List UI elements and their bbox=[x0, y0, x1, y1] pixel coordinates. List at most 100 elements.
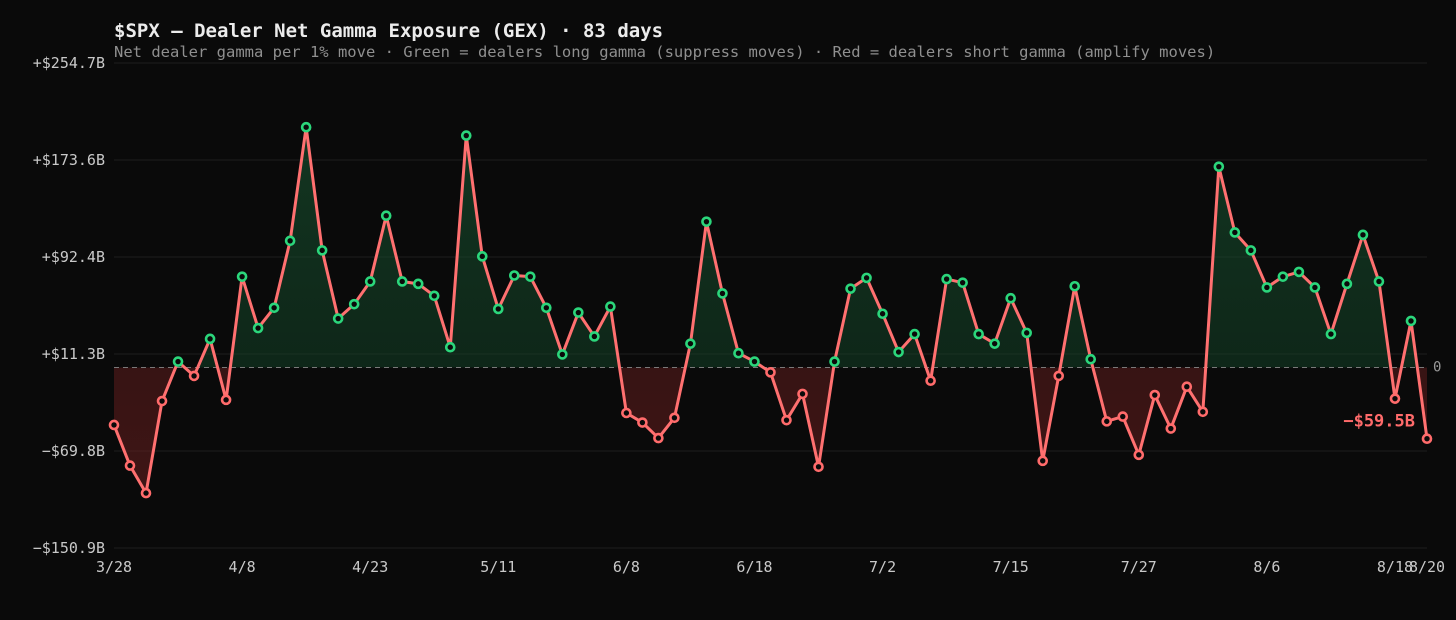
data-point bbox=[893, 346, 904, 358]
data-point bbox=[1389, 393, 1401, 404]
data-point bbox=[1181, 381, 1193, 392]
data-point bbox=[1085, 353, 1097, 365]
data-point bbox=[1149, 389, 1161, 401]
data-point bbox=[829, 356, 840, 367]
data-point bbox=[1165, 423, 1177, 434]
x-tick-label: 4/8 bbox=[229, 558, 256, 576]
data-point bbox=[412, 278, 424, 290]
data-point bbox=[428, 290, 440, 302]
data-point bbox=[364, 276, 376, 287]
data-point bbox=[156, 395, 168, 407]
data-point bbox=[460, 130, 472, 141]
data-point bbox=[1357, 229, 1369, 241]
data-point bbox=[1037, 455, 1049, 467]
data-point bbox=[396, 276, 408, 287]
annotations: −$59.5B bbox=[1343, 412, 1415, 432]
y-tick-label: +$173.6B bbox=[33, 151, 105, 169]
data-point bbox=[861, 272, 872, 284]
area-fills bbox=[114, 127, 1427, 494]
data-point bbox=[621, 407, 632, 419]
data-point bbox=[877, 308, 888, 320]
x-tick-label: 6/8 bbox=[613, 558, 640, 576]
x-tick-label: 7/27 bbox=[1121, 558, 1157, 576]
data-point bbox=[637, 417, 648, 428]
data-point bbox=[1101, 416, 1113, 427]
data-point bbox=[925, 375, 936, 387]
data-point bbox=[845, 283, 856, 294]
data-point bbox=[1293, 266, 1305, 278]
x-tick-label: 7/2 bbox=[869, 558, 896, 576]
data-point bbox=[765, 367, 776, 378]
x-tick-label: 8/18 bbox=[1377, 558, 1413, 576]
data-point bbox=[284, 235, 296, 247]
y-tick-label: −$69.8B bbox=[42, 442, 105, 460]
data-point bbox=[1005, 292, 1016, 304]
data-point bbox=[669, 412, 680, 424]
data-point bbox=[1309, 282, 1321, 293]
data-point bbox=[973, 328, 984, 340]
data-point bbox=[749, 356, 760, 367]
data-point bbox=[348, 298, 360, 310]
data-point bbox=[525, 271, 536, 282]
data-point bbox=[589, 331, 600, 342]
x-tick-label: 8/6 bbox=[1253, 558, 1280, 576]
data-point bbox=[1245, 245, 1257, 256]
data-point bbox=[108, 419, 120, 431]
data-point bbox=[124, 460, 136, 471]
positive-area bbox=[175, 127, 1418, 368]
y-tick-label: +$254.7B bbox=[33, 54, 105, 72]
chart-subtitle: Net dealer gamma per 1% move · Green = d… bbox=[114, 43, 1216, 61]
data-point bbox=[813, 461, 824, 473]
data-point bbox=[172, 356, 184, 367]
y-tick-label: −$150.9B bbox=[33, 539, 105, 557]
x-axis-ticks: 3/28 4/8 4/23 5/11 6/8 6/18 7/2 7/15 7/27 8/6 8/18… bbox=[96, 558, 1445, 576]
data-point bbox=[476, 251, 488, 262]
data-point bbox=[605, 301, 616, 312]
x-tick-label: 7/15 bbox=[993, 558, 1029, 576]
data-point bbox=[1053, 370, 1065, 382]
data-point bbox=[557, 349, 568, 360]
data-point bbox=[316, 245, 328, 256]
data-point bbox=[1405, 315, 1417, 327]
data-point bbox=[1229, 227, 1241, 238]
data-point bbox=[300, 121, 312, 133]
data-point bbox=[541, 302, 552, 314]
chart-title: $SPX — Dealer Net Gamma Exposure (GEX) ·… bbox=[114, 20, 664, 42]
data-point bbox=[268, 302, 280, 314]
data-point bbox=[252, 322, 264, 334]
data-point bbox=[1261, 282, 1273, 293]
x-tick-label: 6/18 bbox=[736, 558, 772, 576]
data-point bbox=[701, 216, 712, 227]
data-point bbox=[332, 313, 344, 324]
data-point bbox=[1373, 276, 1385, 287]
data-point bbox=[508, 270, 520, 281]
data-point bbox=[989, 338, 1000, 349]
data-point bbox=[1069, 280, 1081, 292]
data-point bbox=[1117, 411, 1129, 422]
data-point bbox=[573, 307, 584, 318]
x-tick-label: 8/20 bbox=[1409, 558, 1445, 576]
data-point bbox=[1197, 406, 1209, 418]
data-point bbox=[1421, 433, 1433, 445]
data-point bbox=[909, 328, 920, 340]
x-tick-label: 3/28 bbox=[96, 558, 132, 576]
data-points bbox=[108, 121, 1433, 499]
data-point bbox=[733, 347, 744, 359]
data-point bbox=[1021, 327, 1032, 339]
last-value-label: −$59.5B bbox=[1343, 412, 1415, 432]
x-tick-label: 5/11 bbox=[480, 558, 516, 576]
zero-label: 0 bbox=[1433, 360, 1441, 376]
data-point bbox=[717, 288, 728, 299]
data-point bbox=[797, 388, 808, 400]
data-point bbox=[1133, 449, 1145, 461]
data-point bbox=[188, 370, 200, 382]
data-point bbox=[380, 210, 392, 221]
data-point bbox=[492, 303, 504, 315]
data-point bbox=[220, 394, 232, 406]
data-point bbox=[685, 338, 696, 349]
data-point bbox=[204, 333, 216, 345]
y-tick-label: +$92.4B bbox=[42, 248, 105, 266]
data-point bbox=[653, 432, 664, 444]
data-point bbox=[1213, 161, 1225, 172]
